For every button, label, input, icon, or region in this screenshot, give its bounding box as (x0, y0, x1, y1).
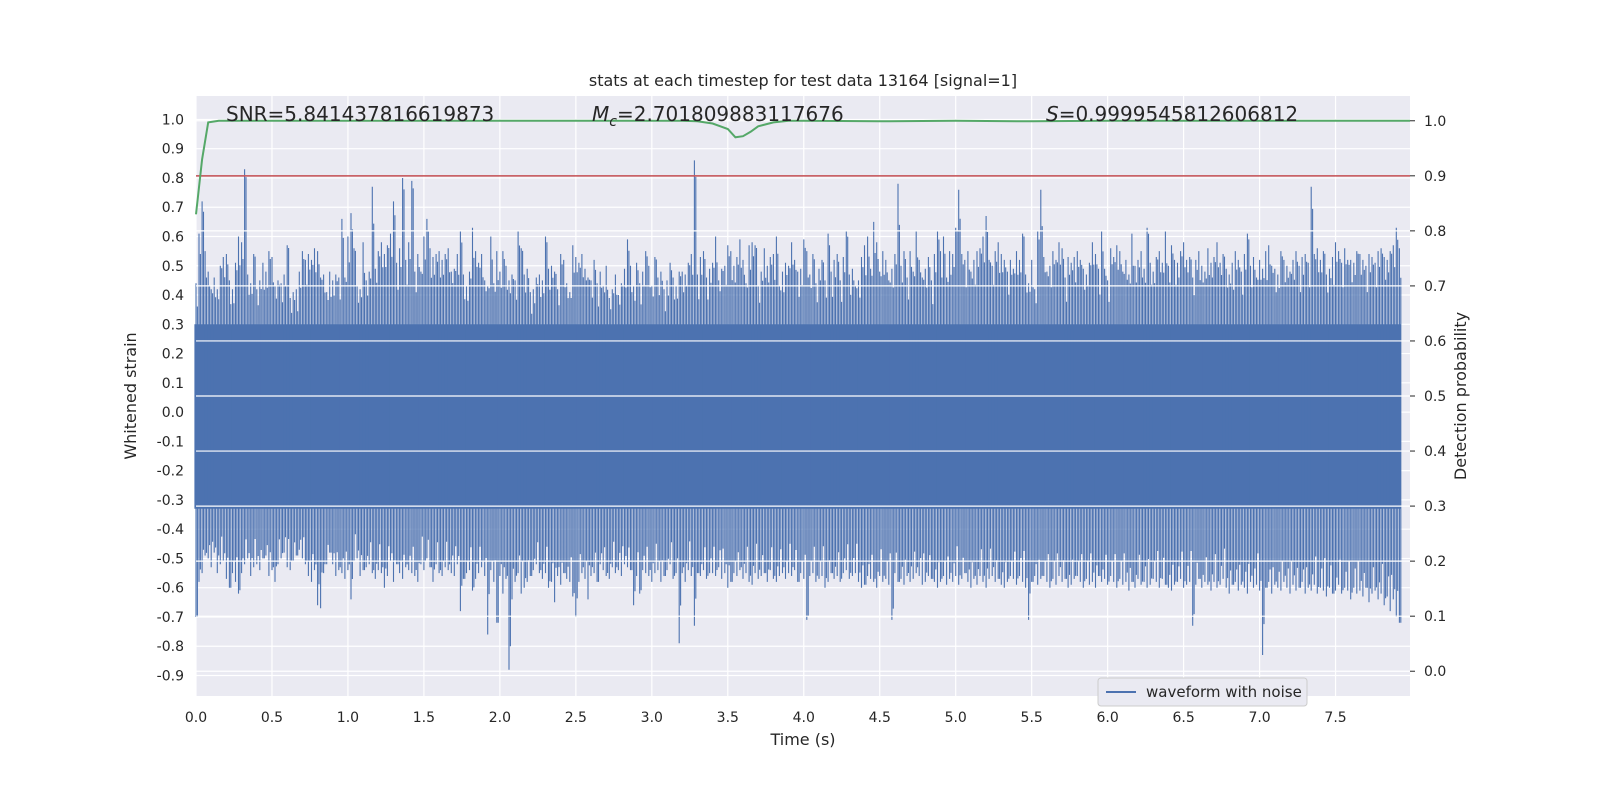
y-tick-label: 0.0 (162, 405, 184, 421)
legend-box (1097, 677, 1308, 707)
mc-annotation: Mc=2.701809883117676 (592, 102, 844, 130)
y-tick-label: -0.3 (157, 493, 184, 509)
x-tick-label: 2.0 (489, 710, 511, 726)
y-tick-label: 0.2 (162, 347, 184, 363)
x-tick-label: 7.5 (1324, 710, 1346, 726)
x-tick-label: 3.0 (641, 710, 663, 726)
y-tick-label: 0.8 (162, 171, 184, 187)
x-tick-label: 1.5 (413, 710, 435, 726)
x-tick-label: 1.0 (337, 710, 359, 726)
x-tick-label: 6.5 (1172, 710, 1194, 726)
x-tick-label: 5.0 (945, 710, 967, 726)
legend: waveform with noise (1097, 677, 1308, 707)
y2-tick-label: 0.3 (1424, 499, 1446, 515)
y-tick-label: 0.5 (162, 259, 184, 275)
y-tick-label: -0.5 (157, 551, 184, 567)
y-tick-label: -0.8 (157, 639, 184, 655)
chart-title: stats at each timestep for test data 131… (589, 71, 1017, 90)
y2-tick-label: 0.8 (1424, 224, 1446, 240)
y-tick-label: 0.7 (162, 200, 184, 216)
snr-annotation: SNR=5.841437816619873 (226, 102, 494, 126)
y-tick-label: 0.6 (162, 229, 184, 245)
x-tick-label: 0.5 (261, 710, 283, 726)
x-tick-label: 2.5 (565, 710, 587, 726)
y-tick-label: -0.2 (157, 464, 184, 480)
y-tick-label: 0.9 (162, 142, 184, 158)
y2-tick-label: 0.1 (1424, 609, 1446, 625)
y-tick-label: -0.6 (157, 581, 184, 597)
detection-probability-line (195, 119, 1410, 215)
legend-label: waveform with noise (1146, 683, 1302, 701)
x-tick-label: 0.0 (185, 710, 207, 726)
y-tick-label: 0.4 (162, 288, 184, 304)
y-axis-ticks: 1.0 0.9 0.8 0.7 0.6 0.5 0.4 0.3 0.2 0.1 0.0 -0.1 -0.… (157, 112, 184, 684)
s-value: =0.9999545812606812 (1059, 102, 1298, 126)
x-axis-ticks: 0.0 0.5 1.0 1.5 2.0 2.5 3.0 3.5 4.0 4.5 5.0 5.5 6.0 6… (185, 710, 1347, 726)
y-tick-label: -0.1 (157, 434, 184, 450)
y2-tick-label: 0.5 (1424, 389, 1446, 405)
y2-tick-label: 0.4 (1424, 444, 1446, 460)
y-tick-label: -0.7 (157, 610, 184, 626)
s-annotation: S=0.9999545812606812 (1046, 102, 1298, 126)
y-axis-label: Whitened strain (121, 332, 140, 459)
x-tick-label: 3.5 (717, 710, 739, 726)
x-tick-label: 5.5 (1021, 710, 1043, 726)
y2-tick-label: 0.7 (1424, 279, 1446, 295)
y-tick-label: 0.3 (162, 317, 184, 333)
x-axis-label: Time (s) (769, 730, 835, 749)
y2-axis-ticks: 1.0 0.9 0.8 0.7 0.6 0.5 0.4 0.3 0.2 0.1 0.0 (1410, 114, 1446, 680)
waveform-series (194, 160, 1402, 670)
waveform-spikes (195, 160, 1402, 670)
x-tick-label: 4.0 (793, 710, 815, 726)
y2-tick-label: 0.9 (1424, 169, 1446, 185)
y2-axis-label: Detection probability (1451, 312, 1470, 480)
y-tick-label: 1.0 (162, 112, 184, 128)
y-tick-label: 0.1 (162, 376, 184, 392)
mc-value: =2.701809883117676 (617, 102, 844, 126)
y2-tick-label: 0.0 (1424, 664, 1446, 680)
x-tick-label: 6.0 (1097, 710, 1119, 726)
y2-tick-label: 1.0 (1424, 114, 1446, 130)
y-tick-label: -0.9 (157, 669, 184, 685)
y-tick-label: -0.4 (157, 522, 184, 538)
y2-tick-label: 0.2 (1424, 554, 1446, 570)
x-tick-label: 4.5 (869, 710, 891, 726)
y2-tick-label: 0.6 (1424, 334, 1446, 350)
x-tick-label: 7.0 (1248, 710, 1270, 726)
